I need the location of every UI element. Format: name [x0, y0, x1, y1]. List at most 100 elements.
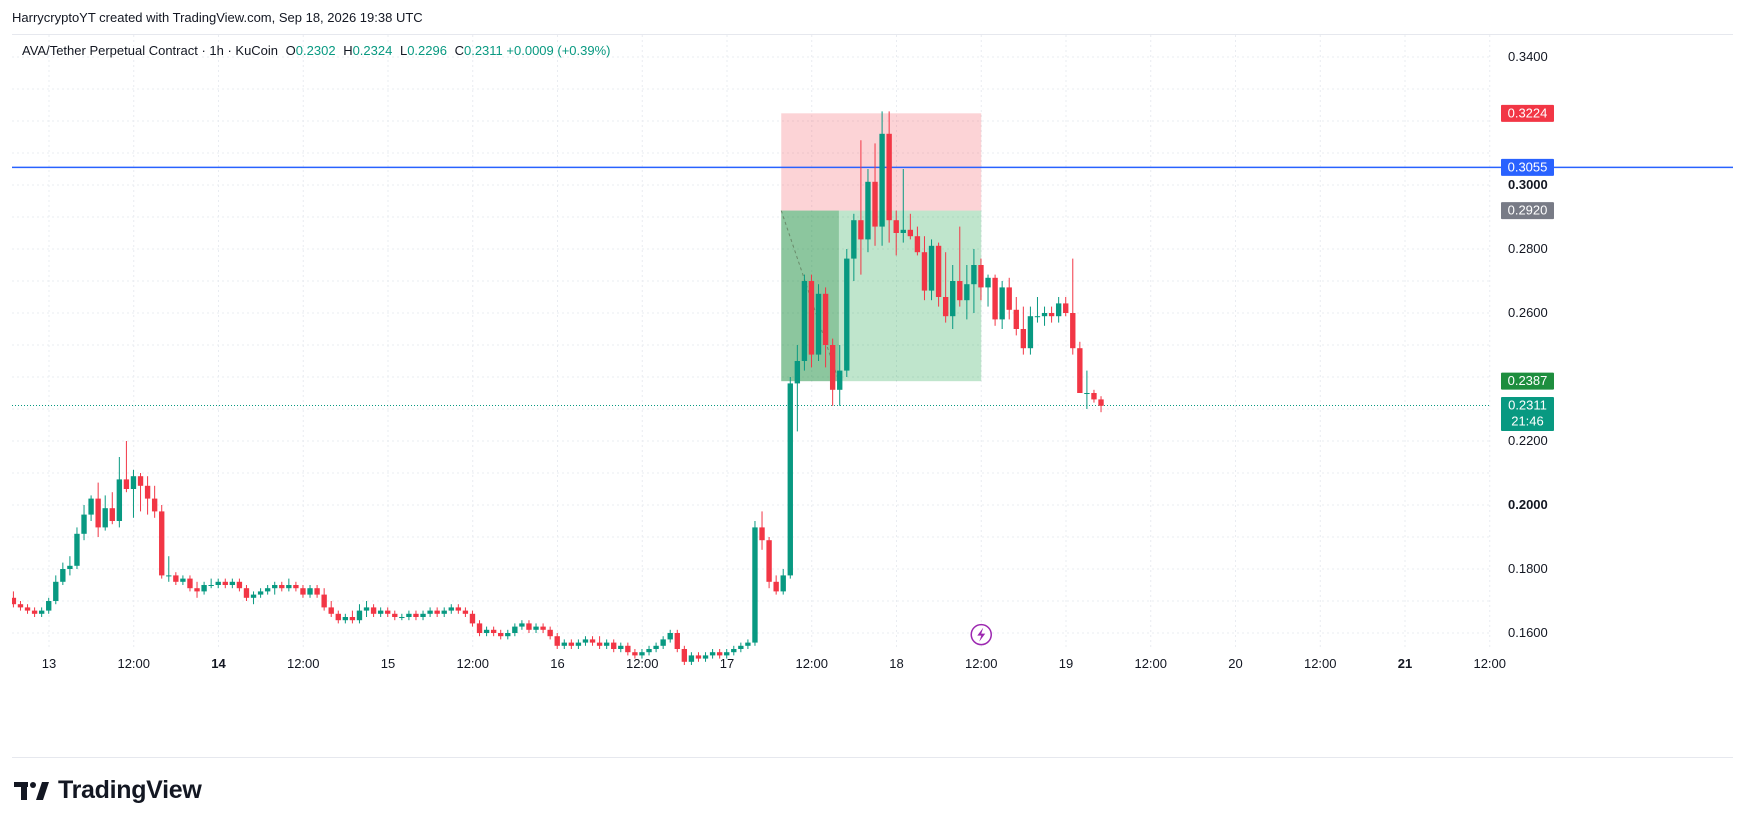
candle-body[interactable] — [773, 581, 779, 592]
candle-body[interactable] — [144, 485, 151, 499]
candle-body[interactable] — [137, 476, 144, 486]
candle-body[interactable] — [441, 610, 447, 614]
candle-body[interactable] — [123, 479, 130, 489]
candle-body[interactable] — [879, 133, 885, 227]
candle-body[interactable] — [1020, 329, 1027, 349]
candle-body[interactable] — [17, 604, 24, 608]
candle-body[interactable] — [660, 639, 666, 646]
candle-body[interactable] — [335, 613, 341, 621]
candle-body[interactable] — [46, 601, 52, 611]
candle-body[interactable] — [399, 617, 405, 618]
candle-body[interactable] — [490, 629, 497, 633]
candle-body[interactable] — [999, 287, 1005, 320]
candle-body[interactable] — [872, 181, 878, 227]
candle-body[interactable] — [674, 633, 680, 649]
candle-body[interactable] — [667, 633, 673, 640]
candle-body[interactable] — [935, 245, 942, 297]
candle-body[interactable] — [1048, 313, 1055, 317]
candle-body[interactable] — [321, 594, 327, 608]
candle-body[interactable] — [505, 633, 511, 637]
candle-body[interactable] — [180, 578, 186, 582]
candle-body[interactable] — [646, 649, 652, 653]
candle-body[interactable] — [194, 588, 200, 592]
candle-body[interactable] — [462, 610, 469, 614]
candle-body[interactable] — [561, 642, 567, 646]
candle-body[interactable] — [370, 607, 377, 614]
candle-body[interactable] — [702, 655, 709, 659]
candle-body[interactable] — [780, 575, 786, 592]
candle-body[interactable] — [300, 588, 306, 595]
candle-body[interactable] — [745, 642, 751, 646]
candle-body[interactable] — [328, 607, 334, 614]
candle-body[interactable] — [264, 588, 271, 592]
candle-body[interactable] — [596, 642, 603, 646]
candle-body[interactable] — [716, 652, 723, 656]
candle-body[interactable] — [1034, 316, 1041, 318]
candle-body[interactable] — [681, 649, 688, 662]
stop-price-badge[interactable] — [1501, 104, 1554, 122]
candle-body[interactable] — [314, 588, 320, 595]
candle-body[interactable] — [272, 585, 278, 589]
candle-body[interactable] — [907, 229, 914, 237]
chart-area[interactable]: 0.1600 0.1800 0.2000 0.2200 0.2600 0.2800 0.30… — [12, 34, 1733, 758]
candle-body[interactable] — [88, 498, 94, 515]
candle-body[interactable] — [547, 629, 553, 637]
candle-body[interactable] — [363, 607, 370, 611]
candle-body[interactable] — [356, 610, 363, 621]
candle-body[interactable] — [568, 642, 575, 646]
candle-body[interactable] — [307, 588, 313, 595]
candle-body[interactable] — [130, 476, 137, 489]
candle-body[interactable] — [752, 527, 758, 643]
candle-body[interactable] — [1027, 316, 1034, 349]
candle-body[interactable] — [151, 498, 158, 512]
candle-body[interactable] — [731, 649, 737, 653]
candle-body[interactable] — [766, 540, 772, 582]
candle-body[interactable] — [208, 585, 214, 586]
candle-body[interactable] — [215, 581, 221, 585]
candle-body[interactable] — [625, 645, 631, 653]
candle-body[interactable] — [709, 652, 716, 656]
candle-body[interactable] — [67, 565, 73, 569]
candle-body[interactable] — [420, 613, 426, 617]
candle-body[interactable] — [293, 585, 299, 589]
candle-body[interactable] — [159, 511, 165, 576]
candle-body[interactable] — [653, 645, 659, 649]
candle-body[interactable] — [1084, 393, 1090, 394]
candle-body[interactable] — [618, 645, 624, 649]
candle-body[interactable] — [109, 508, 115, 521]
candle-body[interactable] — [24, 607, 31, 611]
candle-body[interactable] — [575, 642, 582, 646]
candle-body[interactable] — [540, 626, 546, 630]
candle-body[interactable] — [250, 594, 257, 598]
candle-body[interactable] — [385, 610, 391, 614]
candle-body[interactable] — [893, 220, 899, 233]
candle-body[interactable] — [31, 610, 38, 614]
candle-body[interactable] — [787, 383, 793, 576]
candle-body[interactable] — [427, 610, 433, 614]
candle-body[interactable] — [342, 617, 349, 621]
candle-body[interactable] — [1077, 348, 1083, 393]
candle-body[interactable] — [173, 575, 179, 582]
candle-body[interactable] — [801, 281, 808, 361]
candle-body[interactable] — [53, 581, 59, 601]
candle-body[interactable] — [738, 645, 744, 649]
candle-body[interactable] — [582, 639, 589, 643]
candle-body[interactable] — [201, 585, 207, 592]
candle-body[interactable] — [413, 613, 419, 617]
candle-body[interactable] — [858, 220, 864, 240]
candle-body[interactable] — [533, 626, 539, 630]
candle-body[interactable] — [837, 370, 843, 390]
candle-body[interactable] — [928, 245, 935, 291]
candle-body[interactable] — [406, 613, 412, 617]
candle-body[interactable] — [229, 581, 236, 585]
candle-body[interactable] — [166, 575, 172, 577]
candle-body[interactable] — [498, 633, 504, 637]
candle-body[interactable] — [187, 578, 193, 589]
candle-body[interactable] — [74, 533, 80, 566]
candle-body[interactable] — [844, 258, 850, 371]
candle-body[interactable] — [865, 181, 871, 240]
candle-body[interactable] — [222, 581, 228, 585]
candle-body[interactable] — [589, 639, 596, 643]
legend-symbol[interactable]: AVA/Tether Perpetual Contract · 1h · KuC… — [22, 43, 279, 58]
candle-body[interactable] — [476, 623, 483, 633]
